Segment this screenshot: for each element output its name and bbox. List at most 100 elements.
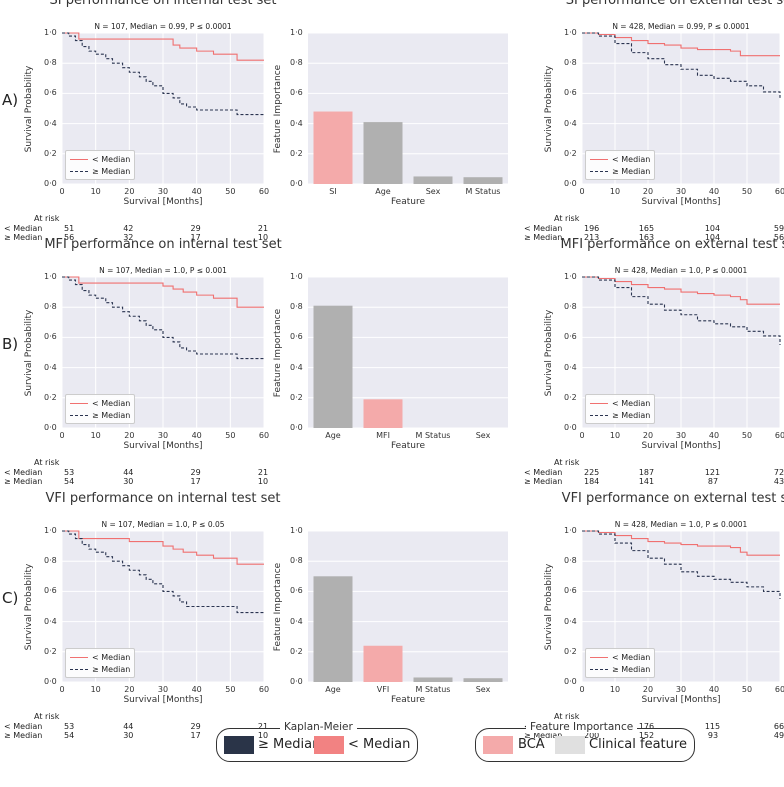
- external-xtick: 60: [774, 431, 784, 440]
- internal-ytick: 1·0: [44, 272, 57, 281]
- external-ytick: 0·6: [564, 88, 577, 98]
- internal-xlabel-2: Survival [Months]: [123, 695, 203, 705]
- legend-entry: < Median: [590, 397, 650, 409]
- internal-xtick: 10: [90, 187, 101, 196]
- fi-legend-title: Feature Importance: [526, 721, 638, 733]
- external-risk-title-2: At risk: [554, 712, 580, 721]
- internal-ytick: 0·0: [44, 423, 57, 432]
- bar-sex: [463, 678, 503, 682]
- external-ytick: 0·8: [564, 302, 577, 312]
- legend-entry: ≥ Median: [70, 663, 130, 675]
- internal-xtick: 30: [157, 187, 169, 196]
- internal-risk-title-0: At risk: [34, 214, 60, 223]
- legend-entry: ≥ Median: [590, 663, 650, 675]
- fi-ytick: 1·0: [290, 526, 303, 535]
- external-risk-value: 165: [638, 224, 655, 233]
- external-ytick: 1·0: [564, 526, 577, 535]
- fi-xlabel-0: Feature: [390, 197, 426, 207]
- external-xtick: 60: [774, 187, 784, 196]
- internal-title-0: SI performance on internal test set: [49, 0, 277, 8]
- internal-ytick: 0·4: [44, 118, 57, 128]
- legend-line: [590, 414, 608, 416]
- external-title-1: MFI performance on external test set: [560, 237, 784, 252]
- external-ytick: 0·4: [564, 118, 577, 128]
- fi-ytick: 1·0: [290, 272, 303, 281]
- internal-risk-label: < Median: [4, 722, 43, 731]
- internal-risk-value: 10: [257, 233, 269, 242]
- external-risk-value: 72: [773, 468, 784, 477]
- bar-age: [363, 122, 403, 184]
- internal-risk-label: ≥ Median: [4, 731, 43, 740]
- internal-risk-value: 53: [64, 722, 75, 731]
- external-risk-value: 196: [584, 224, 600, 233]
- bar-m-status: [463, 177, 503, 184]
- external-risk-value: 225: [584, 468, 600, 477]
- km-curve-above-median: [62, 276, 264, 360]
- row-label-2: C): [2, 588, 19, 607]
- external-xtick: 10: [609, 431, 621, 440]
- internal-risk-value: 56: [64, 233, 75, 242]
- internal-xtick: 60: [258, 685, 270, 694]
- row-label-0: A): [2, 90, 19, 109]
- fi-ytick: 0·2: [290, 392, 303, 402]
- legend-text: ≥ Median: [92, 410, 131, 420]
- fi-ytick: 0·2: [290, 646, 303, 656]
- internal-risk-value: 54: [64, 477, 75, 486]
- internal-risk-value: 29: [190, 722, 201, 731]
- fi-ytick: 0·0: [290, 423, 303, 432]
- internal-risk-value: 44: [123, 722, 134, 731]
- external-risk-value: 152: [638, 731, 655, 740]
- fi-bar-svg-2: [308, 531, 508, 682]
- external-risk-value: 200: [584, 731, 600, 740]
- internal-xtick: 0: [59, 685, 65, 694]
- external-xtick: 40: [708, 431, 720, 440]
- external-xtick: 30: [675, 431, 687, 440]
- internal-note-2: N = 107, Median = 1.0, P ≤ 0.05: [101, 520, 225, 529]
- bar-age: [313, 305, 353, 428]
- external-ytick: 0·8: [564, 58, 577, 68]
- internal-risk-value: 29: [190, 224, 201, 233]
- km-curve-above-median: [582, 276, 781, 345]
- legend-entry: < Median: [70, 153, 130, 165]
- external-xtick: 20: [642, 685, 654, 694]
- internal-note-1: N = 107, Median = 1.0, P ≤ 0.001: [99, 266, 227, 275]
- external-ylabel-0: Survival Probability: [544, 65, 554, 152]
- legend-line: [70, 402, 88, 404]
- internal-xlabel-0: Survival [Months]: [123, 197, 203, 207]
- external-risk-label: < Median: [524, 468, 563, 477]
- km-label-above: ≥ Median: [258, 737, 321, 752]
- km-curve-below-median: [62, 32, 264, 61]
- legend-entry: < Median: [590, 153, 650, 165]
- external-ytick: 0·6: [564, 586, 577, 596]
- external-legend-0: < Median ≥ Median: [585, 150, 656, 180]
- internal-km-svg-0: [61, 32, 265, 185]
- internal-xtick: 20: [124, 431, 135, 440]
- internal-ylabel-1: Survival Probability: [24, 309, 34, 396]
- legend-line: [70, 668, 88, 670]
- internal-ytick: 0·2: [44, 148, 57, 158]
- fi-xtick-m-status: M Status: [465, 187, 501, 196]
- external-xtick: 50: [741, 431, 753, 440]
- external-risk-value: 59: [773, 224, 784, 233]
- fi-swatch-clinical: [555, 736, 585, 754]
- bar-sex: [413, 176, 453, 184]
- internal-title-2: VFI performance on internal test set: [45, 491, 281, 506]
- external-risk-label: ≥ Median: [524, 477, 563, 486]
- fi-ytick: 0·6: [290, 586, 303, 596]
- external-ytick: 0·0: [564, 179, 577, 188]
- legend-text: ≥ Median: [612, 410, 651, 420]
- fi-xlabel-2: Feature: [390, 695, 426, 705]
- fi-xtick-sex: Sex: [475, 431, 491, 440]
- fi-label-clinical: Clinical feature: [589, 737, 687, 752]
- external-xtick: 20: [642, 187, 654, 196]
- km-curve-above-median: [582, 530, 781, 599]
- internal-xtick: 10: [90, 685, 101, 694]
- external-risk-value: 66: [773, 722, 784, 731]
- fi-xtick-age: Age: [325, 431, 341, 440]
- external-legend-1: < Median ≥ Median: [585, 394, 656, 424]
- external-ytick: 0·4: [564, 616, 577, 626]
- internal-risk-value: 30: [123, 477, 134, 486]
- internal-ytick: 0·8: [44, 302, 57, 312]
- legend-text: ≥ Median: [612, 166, 651, 176]
- internal-ytick: 0·2: [44, 646, 57, 656]
